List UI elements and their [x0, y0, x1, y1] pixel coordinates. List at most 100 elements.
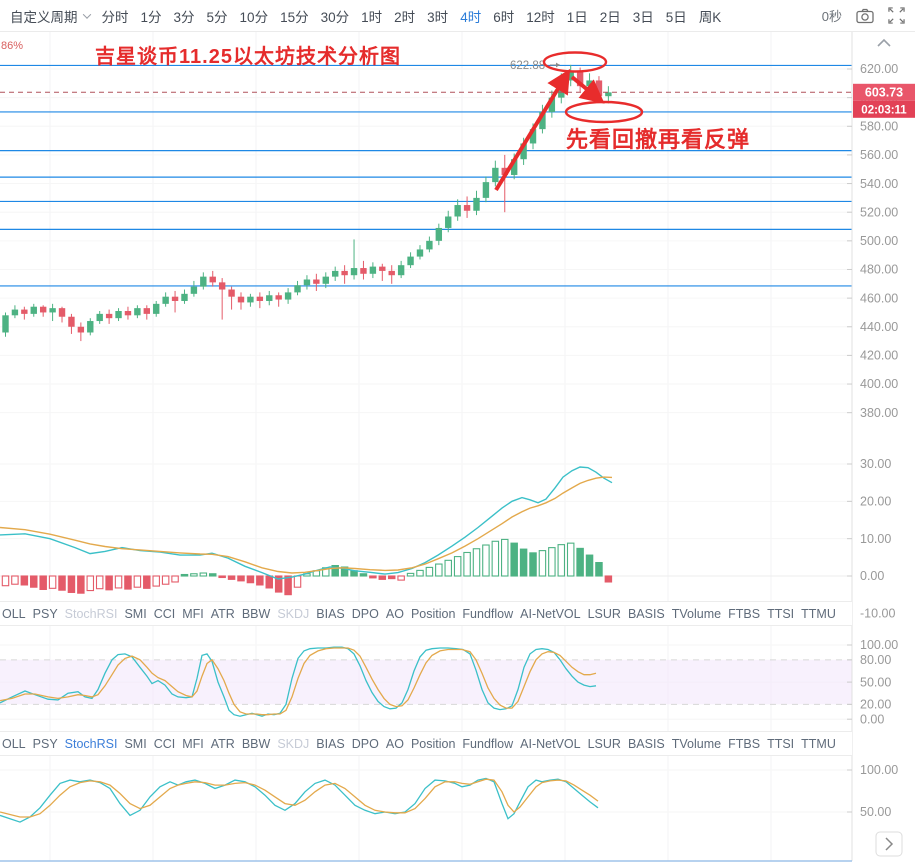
indicator-tab-stochrsi[interactable]: StochRSI — [64, 606, 118, 621]
indicator-tab-mfi[interactable]: MFI — [182, 606, 204, 621]
stochrsi-k-line — [0, 646, 597, 717]
indicator-tab-basis[interactable]: BASIS — [627, 606, 665, 621]
period-1日[interactable]: 1日 — [566, 9, 588, 25]
indicator-tab-atr[interactable]: ATR — [210, 606, 235, 621]
indicator-tab-lsur[interactable]: LSUR — [587, 606, 621, 621]
indicator-tab-ttsi[interactable]: TTSI — [767, 606, 795, 621]
svg-text:-10.00: -10.00 — [860, 607, 895, 621]
indicator-tab-psy[interactable]: PSY — [32, 606, 58, 621]
indicator-tab-smi[interactable]: SMI — [124, 606, 147, 621]
period-5日[interactable]: 5日 — [665, 9, 687, 25]
analysis-title: 吉星谈币11.25以太坊技术分析图 — [95, 46, 401, 68]
period-2日[interactable]: 2日 — [599, 9, 621, 25]
indicator-tab-ao[interactable]: AO — [385, 606, 404, 621]
indicator-tab-fundflow[interactable]: Fundflow — [462, 606, 514, 621]
indicator-tab-ttmu[interactable]: TTMU — [801, 606, 836, 621]
current-price-badge: 603.73 02:03:11 — [853, 83, 915, 118]
price-chart-svg[interactable]: 620.00600.00580.00560.00540.00520.00500.… — [0, 32, 915, 868]
period-2时[interactable]: 2时 — [394, 9, 416, 25]
svg-text:440.00: 440.00 — [860, 320, 898, 334]
indicator-tab-ftbs[interactable]: FTBS — [728, 736, 761, 751]
period-15分[interactable]: 15分 — [280, 9, 309, 25]
indicator-tab-basis[interactable]: BASIS — [627, 736, 665, 751]
indicator-tab-ftbs[interactable]: FTBS — [728, 606, 761, 621]
panel-expand-button[interactable] — [875, 831, 903, 857]
indicator-tab-cci[interactable]: CCI — [153, 606, 176, 621]
indicator-tab-skdj[interactable]: SKDJ — [277, 736, 310, 751]
indicator-tab-cci[interactable]: CCI — [153, 736, 176, 751]
svg-text:80.00: 80.00 — [860, 653, 891, 667]
svg-text:460.00: 460.00 — [860, 291, 898, 305]
indicator-tab-position[interactable]: Position — [410, 606, 456, 621]
period-10分[interactable]: 10分 — [239, 9, 269, 25]
indicator-tab-skdj[interactable]: SKDJ — [277, 606, 310, 621]
indicator-tab-tvolume[interactable]: TVolume — [671, 606, 722, 621]
indicator-tab-ai-netvol[interactable]: AI-NetVOL — [520, 606, 581, 621]
indicator-tab-oll[interactable]: OLL — [2, 606, 26, 621]
period-5分[interactable]: 5分 — [206, 9, 228, 25]
stochrsi2-k-line — [0, 777, 599, 823]
stochrsi-band — [0, 659, 852, 705]
period-1时[interactable]: 1时 — [361, 9, 383, 25]
axis-collapse-button[interactable] — [877, 38, 891, 47]
toolbar-periods: 自定义周期 分时 1分 3分 5分 10分 15分 30分 1时 2时 3时 4时 6时 12时 1日 2日 3… — [10, 6, 721, 26]
period-分时[interactable]: 分时 — [101, 9, 129, 25]
indicator-tab-position[interactable]: Position — [410, 736, 456, 751]
svg-text:622.88: 622.88 — [510, 60, 545, 72]
indicator-tab-oll[interactable]: OLL — [2, 736, 26, 751]
svg-text:50.00: 50.00 — [860, 675, 891, 689]
period-6时[interactable]: 6时 — [493, 9, 515, 25]
fullscreen-icon[interactable] — [888, 7, 905, 24]
svg-text:20.00: 20.00 — [860, 698, 891, 712]
peak-circle — [542, 51, 608, 73]
period-3时[interactable]: 3时 — [427, 9, 449, 25]
indicator-tab-ttmu[interactable]: TTMU — [801, 736, 836, 751]
indicator-tab-fundflow[interactable]: Fundflow — [462, 736, 514, 751]
indicator-tab-lsur[interactable]: LSUR — [587, 736, 621, 751]
macd-panel — [0, 466, 613, 596]
indicator-tab-ttsi[interactable]: TTSI — [767, 736, 795, 751]
indicator-tab-dpo[interactable]: DPO — [351, 606, 379, 621]
support-lines — [0, 64, 852, 287]
period-12时[interactable]: 12时 — [526, 9, 555, 25]
arrow-up-annotation — [494, 68, 571, 192]
indicator-tab-row-2: OLL PSY StochRSI SMI CCI MFI ATR BBW SKDJ BIAS DPO… — [0, 731, 852, 756]
indicator-tab-tvolume[interactable]: TVolume — [671, 736, 722, 751]
period-30分[interactable]: 30分 — [320, 9, 350, 25]
indicator-tab-psy[interactable]: PSY — [32, 736, 58, 751]
indicator-tab-ao[interactable]: AO — [385, 736, 404, 751]
period-3日[interactable]: 3日 — [632, 9, 654, 25]
indicator-tab-atr[interactable]: ATR — [210, 736, 235, 751]
fib-percent-label: 86% — [1, 40, 24, 52]
indicator-tab-ai-netvol[interactable]: AI-NetVOL — [520, 736, 581, 751]
caret-down-icon — [82, 9, 91, 19]
indicator-tab-mfi[interactable]: MFI — [182, 736, 204, 751]
svg-text:400.00: 400.00 — [860, 377, 898, 391]
candlestick-series — [2, 64, 612, 342]
svg-text:20.00: 20.00 — [860, 495, 891, 509]
period-3分[interactable]: 3分 — [173, 9, 195, 25]
period-自定义周期[interactable]: 自定义周期 — [10, 6, 91, 26]
period-toolbar: 自定义周期 分时 1分 3分 5分 10分 15分 30分 1时 2时 3时 4时 6时 12时 1日 2日 3… — [0, 0, 915, 32]
period-1分[interactable]: 1分 — [140, 9, 162, 25]
indicator-tab-smi[interactable]: SMI — [124, 736, 147, 751]
indicator-tab-row-1: OLL PSY StochRSI SMI CCI MFI ATR BBW SKDJ BIAS DPO… — [0, 601, 852, 626]
indicator-tab-bias[interactable]: BIAS — [316, 606, 345, 621]
svg-text:500.00: 500.00 — [860, 234, 898, 248]
indicator-tab-stochrsi[interactable]: StochRSI — [64, 736, 118, 751]
indicator-tab-dpo[interactable]: DPO — [351, 736, 379, 751]
svg-text:02:03:11: 02:03:11 — [861, 105, 907, 117]
period-周K[interactable]: 周K — [698, 9, 722, 25]
period-4时[interactable]: 4时 — [460, 9, 482, 25]
stochrsi-d-line — [0, 647, 597, 716]
drawn-annotations — [494, 51, 644, 192]
indicator-tab-bias[interactable]: BIAS — [316, 736, 345, 751]
indicator-tab-bbw[interactable]: BBW — [241, 606, 271, 621]
indicator-tab-bbw[interactable]: BBW — [241, 736, 271, 751]
svg-text:620.00: 620.00 — [860, 62, 898, 76]
svg-text:560.00: 560.00 — [860, 148, 898, 162]
session-high-label: 622.88 — [510, 60, 560, 72]
camera-icon[interactable] — [856, 8, 874, 24]
svg-text:30.00: 30.00 — [860, 457, 891, 471]
